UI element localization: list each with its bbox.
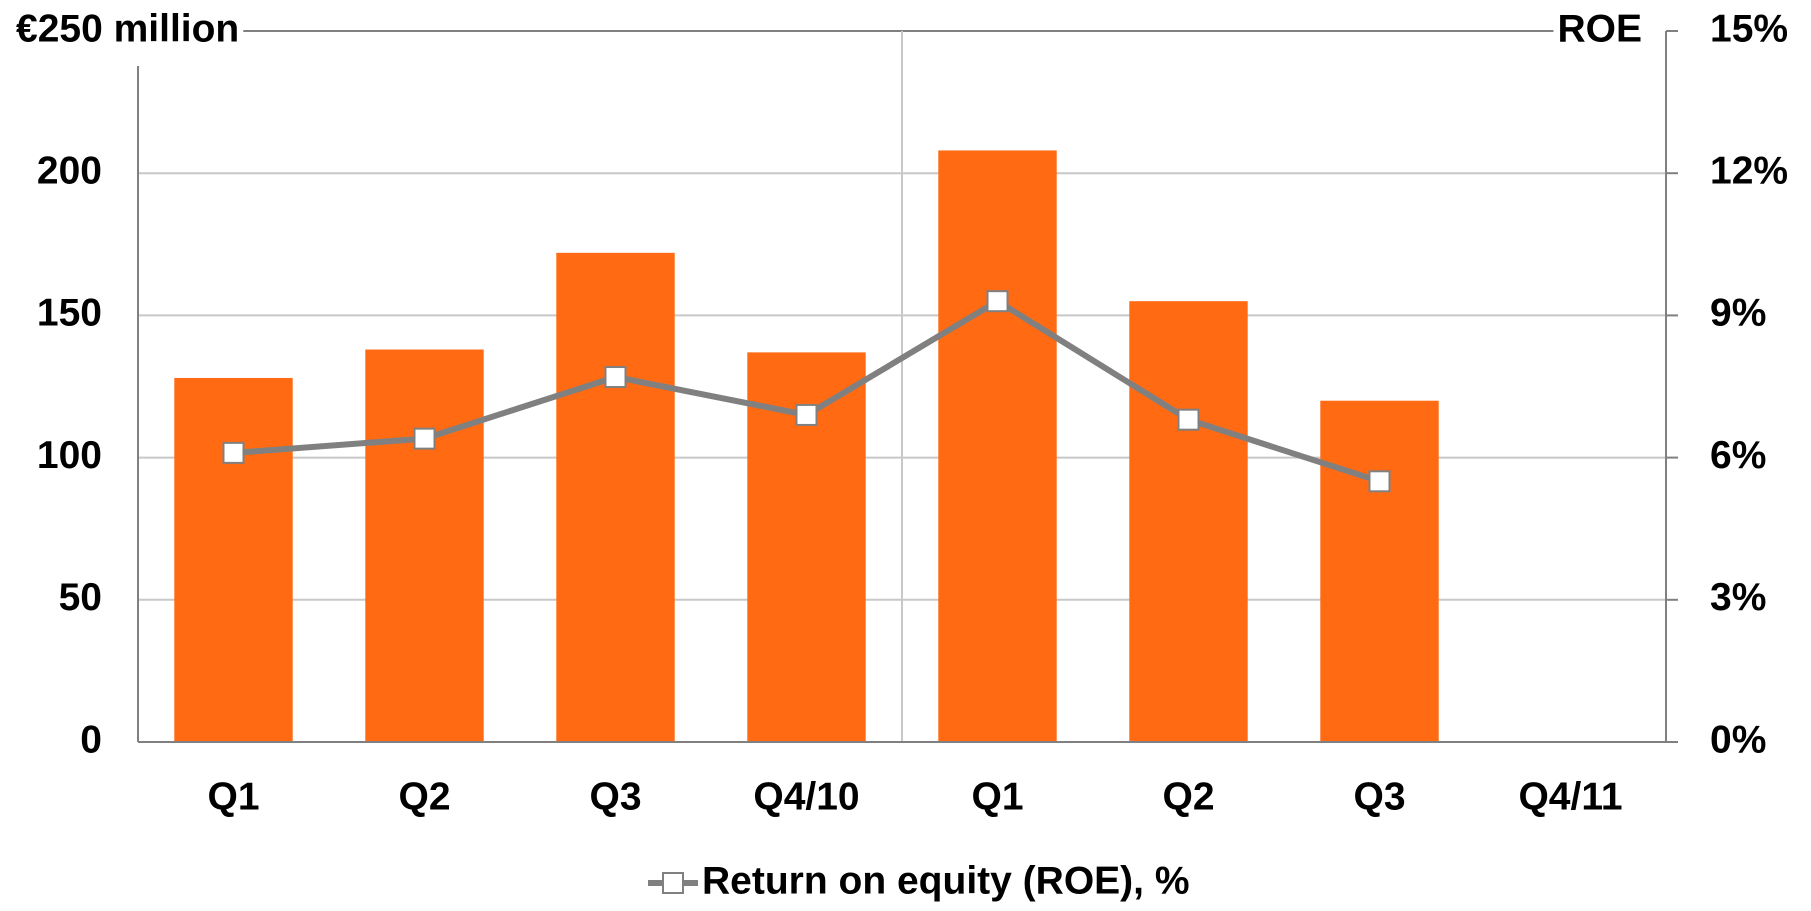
marker xyxy=(795,403,818,426)
y2-tick-label: 9% xyxy=(1710,292,1766,335)
y-tick-label: 50 xyxy=(59,576,102,619)
bar xyxy=(938,150,1057,742)
marker xyxy=(604,366,627,389)
y-tick-label: 100 xyxy=(37,434,102,477)
y-tick-label: 200 xyxy=(37,149,102,192)
y2-axis-title: ROE xyxy=(1557,7,1642,50)
y2-tick-label: 6% xyxy=(1710,434,1766,477)
x-tick-label: Q2 xyxy=(1162,775,1214,818)
x-tick-label: Q4/11 xyxy=(1518,775,1622,818)
bar xyxy=(1129,301,1248,742)
bar xyxy=(174,377,293,742)
marker xyxy=(413,427,436,450)
x-tick-label: Q1 xyxy=(207,775,259,818)
y-tick-label: €250 million xyxy=(16,7,239,50)
x-tick-label: Q3 xyxy=(589,775,641,818)
x-tick-label: Q3 xyxy=(1353,775,1405,818)
x-tick-label: Q2 xyxy=(398,775,450,818)
y2-tick-label: 0% xyxy=(1710,718,1766,761)
marker xyxy=(1368,470,1391,493)
y-tick-label: 0 xyxy=(80,718,102,761)
y2-tick-label: 15% xyxy=(1710,7,1788,50)
y2-tick-label: 3% xyxy=(1710,576,1766,619)
x-tick-label: Q4/10 xyxy=(753,775,859,818)
bar xyxy=(365,349,484,742)
marker xyxy=(222,441,245,464)
marker xyxy=(1177,408,1200,431)
legend-marker xyxy=(662,872,684,894)
marker xyxy=(986,290,1009,313)
legend-label: Return on equity (ROE), % xyxy=(702,859,1190,902)
bar xyxy=(556,252,675,742)
bar xyxy=(1320,400,1439,742)
y-tick-label: 150 xyxy=(37,292,102,335)
x-tick-label: Q1 xyxy=(971,775,1023,818)
y2-tick-label: 12% xyxy=(1710,149,1788,192)
